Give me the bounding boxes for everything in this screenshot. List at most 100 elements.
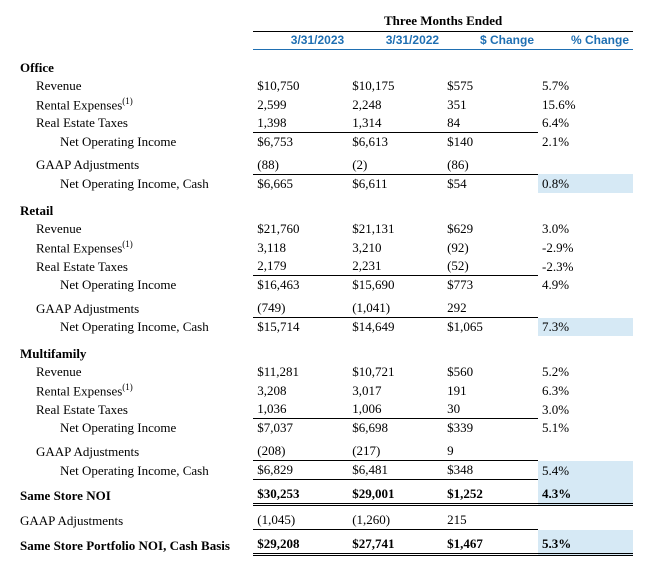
cell: $140 (443, 132, 538, 151)
cell: 2,179 (253, 257, 348, 276)
row-label: Net Operating Income, Cash (16, 174, 253, 193)
cell: 5.4% (538, 461, 633, 480)
row-label: Net Operating Income (16, 419, 253, 438)
row-label: GAAP Adjustments (16, 151, 253, 175)
cell (538, 151, 633, 175)
cell: 6.3% (538, 381, 633, 400)
cell: $15,714 (253, 318, 348, 337)
row-label: Revenue (16, 363, 253, 381)
cell: $10,721 (348, 363, 443, 381)
cell: (92) (443, 238, 538, 257)
cell: 292 (443, 294, 538, 318)
cell: 4.3% (538, 480, 633, 505)
cell: $21,131 (348, 220, 443, 238)
cell: 191 (443, 381, 538, 400)
row-label: Revenue (16, 77, 253, 95)
cell: $14,649 (348, 318, 443, 337)
cell: $348 (443, 461, 538, 480)
cell: 3,118 (253, 238, 348, 257)
cell: $16,463 (253, 276, 348, 295)
row-label: Revenue (16, 220, 253, 238)
cell: (52) (443, 257, 538, 276)
cell: 1,398 (253, 114, 348, 133)
cell: $10,750 (253, 77, 348, 95)
cell: $29,208 (253, 530, 348, 555)
cell: (88) (253, 151, 348, 175)
cell: $10,175 (348, 77, 443, 95)
cell: 5.3% (538, 530, 633, 555)
row-label: Net Operating Income (16, 132, 253, 151)
row-label: Rental Expenses(1) (16, 381, 253, 400)
cell: 2,231 (348, 257, 443, 276)
cell: 0.8% (538, 174, 633, 193)
cell: 7.3% (538, 318, 633, 337)
cell: $27,741 (348, 530, 443, 555)
cell: $560 (443, 363, 538, 381)
cell: (1,260) (348, 505, 443, 530)
row-label: Net Operating Income, Cash (16, 461, 253, 480)
section-office: Office (16, 50, 253, 77)
cell: (86) (443, 151, 538, 175)
row-label: Real Estate Taxes (16, 114, 253, 133)
cell: $30,253 (253, 480, 348, 505)
section-multifamily: Multifamily (16, 336, 253, 363)
row-label: Rental Expenses(1) (16, 95, 253, 114)
cell: -2.3% (538, 257, 633, 276)
cell: 3,017 (348, 381, 443, 400)
cell: $6,753 (253, 132, 348, 151)
row-label: Real Estate Taxes (16, 257, 253, 276)
col-header-dchange: $ Change (443, 32, 538, 50)
cell: 1,314 (348, 114, 443, 133)
cell: 6.4% (538, 114, 633, 133)
cell: 2.1% (538, 132, 633, 151)
cell (538, 294, 633, 318)
cell: 15.6% (538, 95, 633, 114)
row-label: Net Operating Income, Cash (16, 318, 253, 337)
row-same-store-noi: Same Store NOI (16, 480, 253, 505)
cell: 84 (443, 114, 538, 133)
cell: 3.0% (538, 400, 633, 419)
cell: $6,698 (348, 419, 443, 438)
cell: 5.7% (538, 77, 633, 95)
cell: $21,760 (253, 220, 348, 238)
col-header-2022: 3/31/2022 (348, 32, 443, 50)
cell: 9 (443, 437, 538, 461)
cell: (1,045) (253, 505, 348, 530)
cell: $15,690 (348, 276, 443, 295)
row-same-store-cash: Same Store Portfolio NOI, Cash Basis (16, 530, 253, 555)
cell: $7,037 (253, 419, 348, 438)
cell: $29,001 (348, 480, 443, 505)
cell (538, 505, 633, 530)
cell: 3,210 (348, 238, 443, 257)
cell (538, 437, 633, 461)
row-label: GAAP Adjustments (16, 437, 253, 461)
cell: 2,599 (253, 95, 348, 114)
cell: $11,281 (253, 363, 348, 381)
cell: 2,248 (348, 95, 443, 114)
cell: (208) (253, 437, 348, 461)
col-header-pchange: % Change (538, 32, 633, 50)
row-label: Real Estate Taxes (16, 400, 253, 419)
cell: $6,481 (348, 461, 443, 480)
cell: $1,065 (443, 318, 538, 337)
row-label: Rental Expenses(1) (16, 238, 253, 257)
cell: $6,613 (348, 132, 443, 151)
cell: $54 (443, 174, 538, 193)
cell: (217) (348, 437, 443, 461)
section-retail: Retail (16, 193, 253, 220)
cell: $6,829 (253, 461, 348, 480)
cell: $6,665 (253, 174, 348, 193)
cell: 3,208 (253, 381, 348, 400)
cell: 5.1% (538, 419, 633, 438)
cell: 5.2% (538, 363, 633, 381)
col-header-2023: 3/31/2023 (253, 32, 348, 50)
cell: -2.9% (538, 238, 633, 257)
super-header: Three Months Ended (253, 12, 633, 32)
cell: 3.0% (538, 220, 633, 238)
cell: $773 (443, 276, 538, 295)
cell: (1,041) (348, 294, 443, 318)
row-label: Net Operating Income (16, 276, 253, 295)
cell: 351 (443, 95, 538, 114)
cell: $575 (443, 77, 538, 95)
cell: 215 (443, 505, 538, 530)
